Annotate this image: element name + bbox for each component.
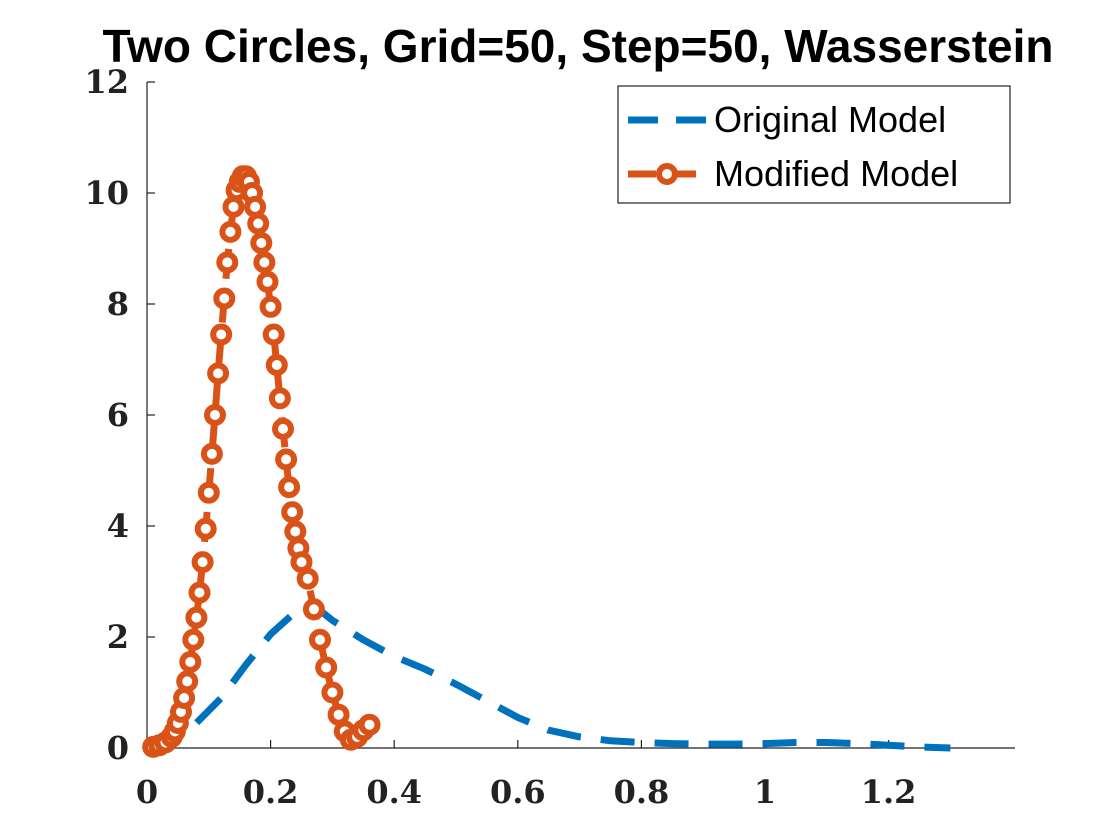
series-modified-model-point xyxy=(327,703,350,726)
axes: 0 0.2 0.4 0.6 0.8 1 1.2 0 2 4 6 8 10 12 xyxy=(84,63,1015,811)
legend: Original Model Modified Model xyxy=(617,85,1011,204)
series-modified-model-point xyxy=(179,651,202,673)
series-modified-model-point xyxy=(281,501,304,524)
series-modified-model-point xyxy=(296,567,319,590)
series-modified-model-point xyxy=(275,448,298,471)
y-tick-label: 6 xyxy=(107,396,129,434)
series-modified-model-point xyxy=(302,598,325,621)
legend-box xyxy=(617,85,1011,204)
y-tick-label: 12 xyxy=(84,63,129,101)
series-modified-model-point xyxy=(262,323,285,346)
series-modified-model-point xyxy=(207,362,230,385)
legend-modified-model-label: Modified Model xyxy=(714,153,958,194)
series-modified-model-point xyxy=(173,687,196,709)
y-tick-label: 0 xyxy=(107,729,129,767)
series-modified-model-point xyxy=(278,476,301,499)
y-tick-label: 4 xyxy=(107,507,129,545)
x-tick-label: 0.8 xyxy=(614,773,670,811)
x-tick-label: 1 xyxy=(754,773,776,811)
series-modified-model-point xyxy=(194,517,217,540)
y-tick-label: 10 xyxy=(84,174,129,212)
series-modified-model-point xyxy=(210,323,233,346)
legend-original-model-label: Original Model xyxy=(714,99,946,140)
series-layer xyxy=(142,165,951,758)
series-modified-model-point xyxy=(204,404,226,426)
series-modified-model-point xyxy=(321,681,344,704)
series-modified-model-point xyxy=(358,713,381,736)
series-modified-model-point xyxy=(250,232,273,254)
series-modified-model-point xyxy=(256,270,279,293)
x-tick-label: 1.2 xyxy=(861,773,917,811)
series-modified-model-point xyxy=(191,551,214,574)
series-modified-model-point xyxy=(200,442,223,465)
series-modified-model-point xyxy=(265,354,288,376)
y-tick-label: 8 xyxy=(107,285,129,323)
series-modified-model-point xyxy=(244,195,267,218)
series-modified-model-point xyxy=(315,656,338,679)
series-modified-model-point xyxy=(309,628,331,651)
y-tick-label: 2 xyxy=(107,618,129,656)
series-modified-model-point xyxy=(259,295,282,318)
series-modified-model-point xyxy=(216,251,239,274)
series-modified-model-point xyxy=(185,606,208,629)
series-modified-model-point xyxy=(284,520,307,543)
series-original-model-line xyxy=(146,604,951,752)
series-modified-model-point xyxy=(268,387,291,410)
series-modified-model-point xyxy=(188,581,211,604)
series-modified-model-point xyxy=(182,628,205,651)
series-modified-model-point xyxy=(272,417,294,440)
series-modified-model-point xyxy=(176,670,199,693)
chart-title: Two Circles, Grid=50, Step=50, Wasserste… xyxy=(102,20,1053,72)
x-tick-label: 0.2 xyxy=(243,773,299,811)
x-tick-label: 0.6 xyxy=(490,773,546,811)
series-modified-model-point xyxy=(290,551,313,574)
series-modified-model-point xyxy=(253,251,276,274)
series-modified-model-point xyxy=(219,220,242,243)
series-modified-model-point xyxy=(197,481,220,504)
x-tick-label: 0 xyxy=(136,773,158,811)
x-tick-label: 0.4 xyxy=(366,773,422,811)
legend-modified-model-marker xyxy=(656,163,678,185)
series-modified-model-point xyxy=(213,287,236,310)
series-modified-model-point xyxy=(247,212,270,235)
series-modified-model-point xyxy=(222,195,245,218)
